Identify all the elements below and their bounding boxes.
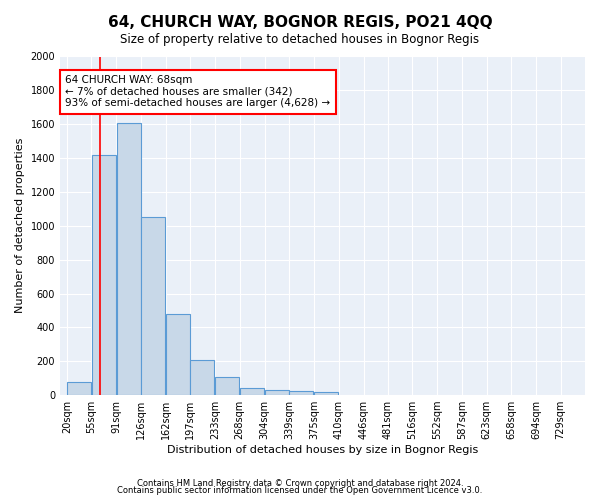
Bar (240, 388, 264, 395)
Bar (190, 360, 214, 395)
Text: 64 CHURCH WAY: 68sqm
← 7% of detached houses are smaller (342)
93% of semi-detac: 64 CHURCH WAY: 68sqm ← 7% of detached ho… (65, 75, 331, 108)
Text: Contains public sector information licensed under the Open Government Licence v3: Contains public sector information licen… (118, 486, 482, 495)
Bar (166, 314, 190, 395)
Bar (116, 122, 140, 395)
Bar (314, 392, 338, 395)
Bar (265, 390, 289, 395)
Bar (67, 382, 91, 395)
Bar (215, 378, 239, 395)
X-axis label: Distribution of detached houses by size in Bognor Regis: Distribution of detached houses by size … (167, 445, 478, 455)
Y-axis label: Number of detached properties: Number of detached properties (15, 138, 25, 314)
Text: Contains HM Land Registry data © Crown copyright and database right 2024.: Contains HM Land Registry data © Crown c… (137, 478, 463, 488)
Bar (141, 218, 165, 395)
Text: 64, CHURCH WAY, BOGNOR REGIS, PO21 4QQ: 64, CHURCH WAY, BOGNOR REGIS, PO21 4QQ (107, 15, 493, 30)
Bar (92, 154, 116, 395)
Bar (289, 392, 313, 395)
Text: Size of property relative to detached houses in Bognor Regis: Size of property relative to detached ho… (121, 32, 479, 46)
